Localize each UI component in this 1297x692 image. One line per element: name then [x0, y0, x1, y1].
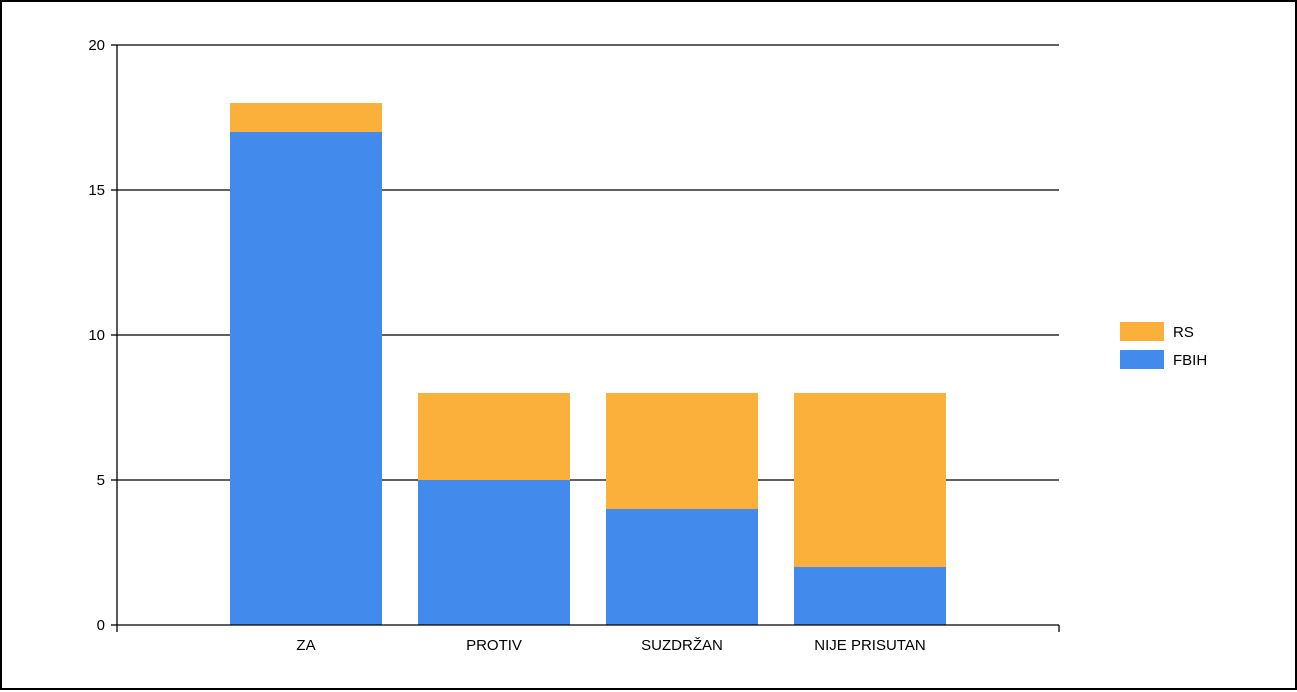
legend: RS FBIH — [1120, 322, 1207, 369]
legend-label-fbih: FBIH — [1173, 352, 1207, 369]
bars — [230, 103, 946, 625]
axes: 0 5 10 15 20 ZA PROTIV SUZDRŽAN NIJE PRISUTAN — [88, 37, 1060, 654]
bar-rs-4 — [794, 393, 946, 567]
legend-swatch-fbih — [1120, 350, 1164, 369]
bar-fbih-3 — [606, 509, 758, 625]
y-tick-label: 15 — [88, 182, 105, 199]
x-tick-label: ZA — [296, 637, 315, 654]
bar-fbih-1 — [230, 132, 382, 625]
x-tick-label: NIJE PRISUTAN — [814, 637, 925, 654]
x-tick-label: SUZDRŽAN — [641, 637, 723, 654]
bar-rs-2 — [418, 393, 570, 480]
y-tick-label: 20 — [88, 37, 105, 54]
bar-fbih-4 — [794, 567, 946, 625]
x-tick-label: PROTIV — [466, 637, 522, 654]
legend-swatch-rs — [1120, 322, 1164, 341]
bar-fbih-2 — [418, 480, 570, 625]
bar-rs-3 — [606, 393, 758, 509]
y-tick-label: 10 — [88, 327, 105, 344]
y-tick-label: 0 — [97, 617, 105, 634]
y-tick-label: 5 — [97, 472, 105, 489]
legend-label-rs: RS — [1173, 324, 1194, 341]
bar-rs-1 — [230, 103, 382, 132]
